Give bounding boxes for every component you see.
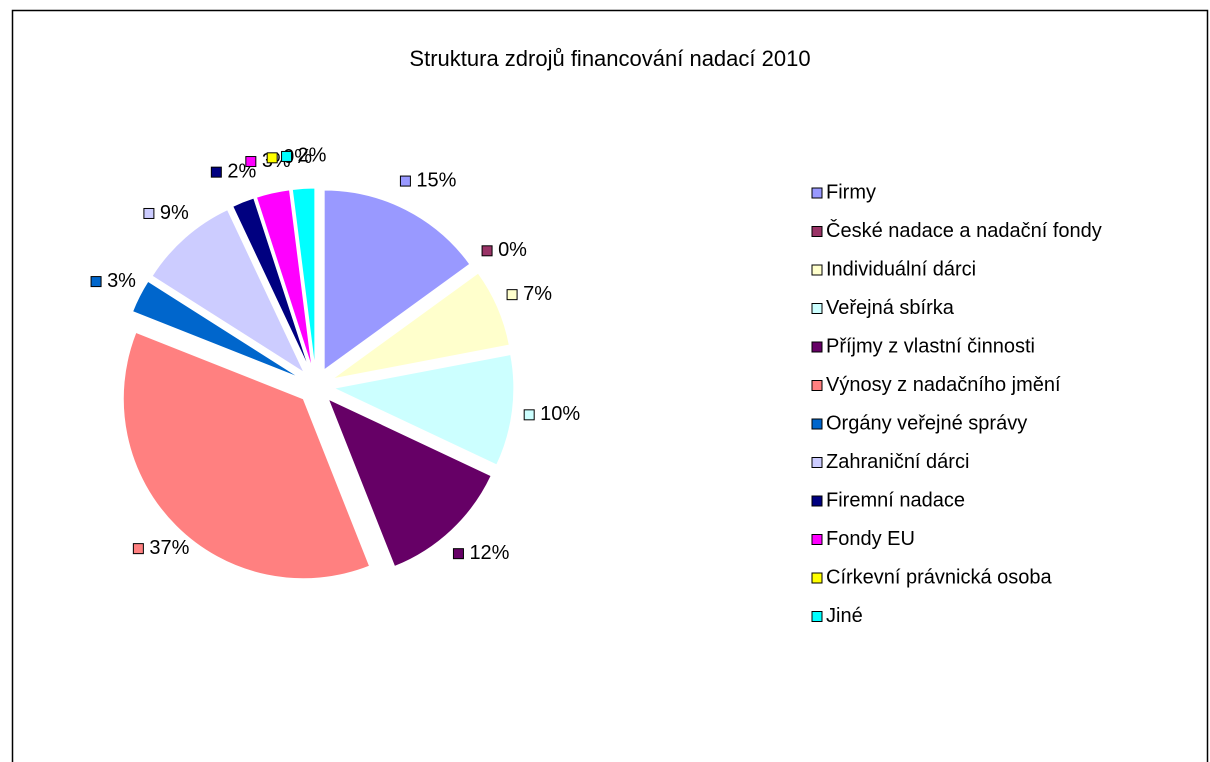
label-key [245, 156, 257, 168]
pie-slice [131, 280, 301, 379]
legend-key [811, 380, 823, 391]
data-label: 3% [107, 270, 136, 292]
pie-slice [327, 398, 492, 568]
pie-slice [323, 189, 471, 371]
legend-key [811, 341, 823, 353]
legend-key [811, 303, 823, 314]
pie-slice [255, 189, 313, 369]
legend-label: Církevní právnická osoba [826, 566, 1053, 588]
legend-label: České nadace a nadační fondy [826, 219, 1102, 242]
legend-key [811, 187, 823, 199]
pie-slice [332, 272, 510, 380]
chart-title: Struktura zdrojů financování nadací 2010 [409, 46, 810, 71]
pie-slice [330, 269, 477, 376]
legend-label: Individuální dárci [826, 258, 976, 280]
pie-slice [151, 208, 306, 374]
pie-slice [122, 331, 371, 580]
label-key [210, 166, 222, 178]
legend-label: Firmy [826, 181, 876, 203]
legend-label: Orgány veřejné správy [826, 412, 1027, 434]
legend-label: Veřejná sbírka [826, 297, 955, 319]
legend-label: Výnosy z nadačního jmění [826, 374, 1061, 396]
label-key [143, 207, 155, 219]
data-label: 10% [540, 403, 580, 425]
legend-key [811, 418, 823, 430]
legend-key [811, 457, 823, 468]
label-key [132, 543, 144, 555]
legend-label: Firemní nadace [826, 489, 965, 511]
label-key [281, 150, 293, 162]
data-label: 7% [523, 283, 552, 305]
legend-key [811, 264, 823, 276]
label-key [90, 276, 102, 288]
legend-label: Příjmy z vlastní činnosti [826, 335, 1035, 357]
label-key [452, 548, 464, 560]
legend-key [811, 611, 823, 622]
legend-label: Zahraniční dárci [826, 451, 969, 473]
pie-slice [291, 187, 316, 369]
data-label: 37% [149, 537, 189, 559]
legend-key [811, 495, 823, 507]
label-key [523, 409, 535, 421]
data-label: 0% [498, 239, 527, 261]
data-label: 2% [298, 145, 327, 167]
legend-label: Jiné [826, 605, 863, 627]
legend-label: Fondy EU [826, 528, 915, 550]
pie-slice [332, 353, 515, 466]
label-key [506, 289, 518, 301]
label-key [399, 175, 411, 187]
data-label: 9% [160, 202, 189, 224]
legend-key [811, 534, 823, 545]
data-label: 12% [469, 542, 509, 564]
label-key [266, 152, 278, 164]
data-label: 15% [416, 169, 456, 191]
legend-key [811, 226, 823, 237]
chart-frame [11, 9, 1209, 762]
pie-slice [232, 197, 310, 370]
legend-key [811, 572, 823, 584]
label-key [481, 245, 493, 257]
